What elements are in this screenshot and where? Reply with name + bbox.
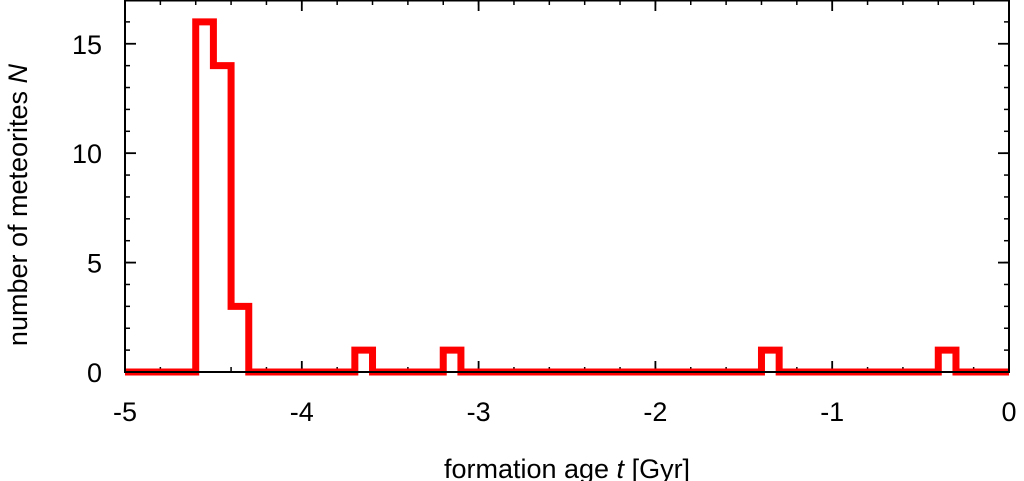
x-tick-label: -2 (643, 397, 667, 427)
plot-frame (124, 0, 1010, 373)
axes: -5 -4 -3 -2 -1 0 0 5 10 15 (72, 0, 1017, 427)
x-axis-label-variable: t (617, 454, 626, 481)
y-tick-label: 10 (72, 139, 102, 169)
y-tick-label: 5 (87, 249, 102, 279)
y-tick-label: 0 (87, 358, 102, 388)
labels: formation age t [Gyr] number of meteorit… (3, 63, 690, 481)
data-series (125, 18, 1009, 376)
x-tick-label: -3 (467, 397, 491, 427)
y-axis-label: number of meteorites N (3, 63, 33, 346)
x-tick-label: -1 (820, 397, 844, 427)
x-axis-label-main: formation age (444, 454, 617, 481)
y-tick-label: 15 (72, 30, 102, 60)
y-axis-label-variable: N (3, 63, 33, 83)
x-axis-label-unit: [Gyr] (624, 454, 690, 481)
y-axis-label-main: number of meteorites (3, 83, 33, 346)
x-axis-label: formation age t [Gyr] (444, 454, 690, 481)
x-tick-label: -4 (290, 397, 314, 427)
histogram-outline (125, 18, 1009, 376)
plot-border (124, 0, 1010, 373)
x-tick-label: -5 (113, 397, 137, 427)
x-tick-label: 0 (1001, 397, 1016, 427)
